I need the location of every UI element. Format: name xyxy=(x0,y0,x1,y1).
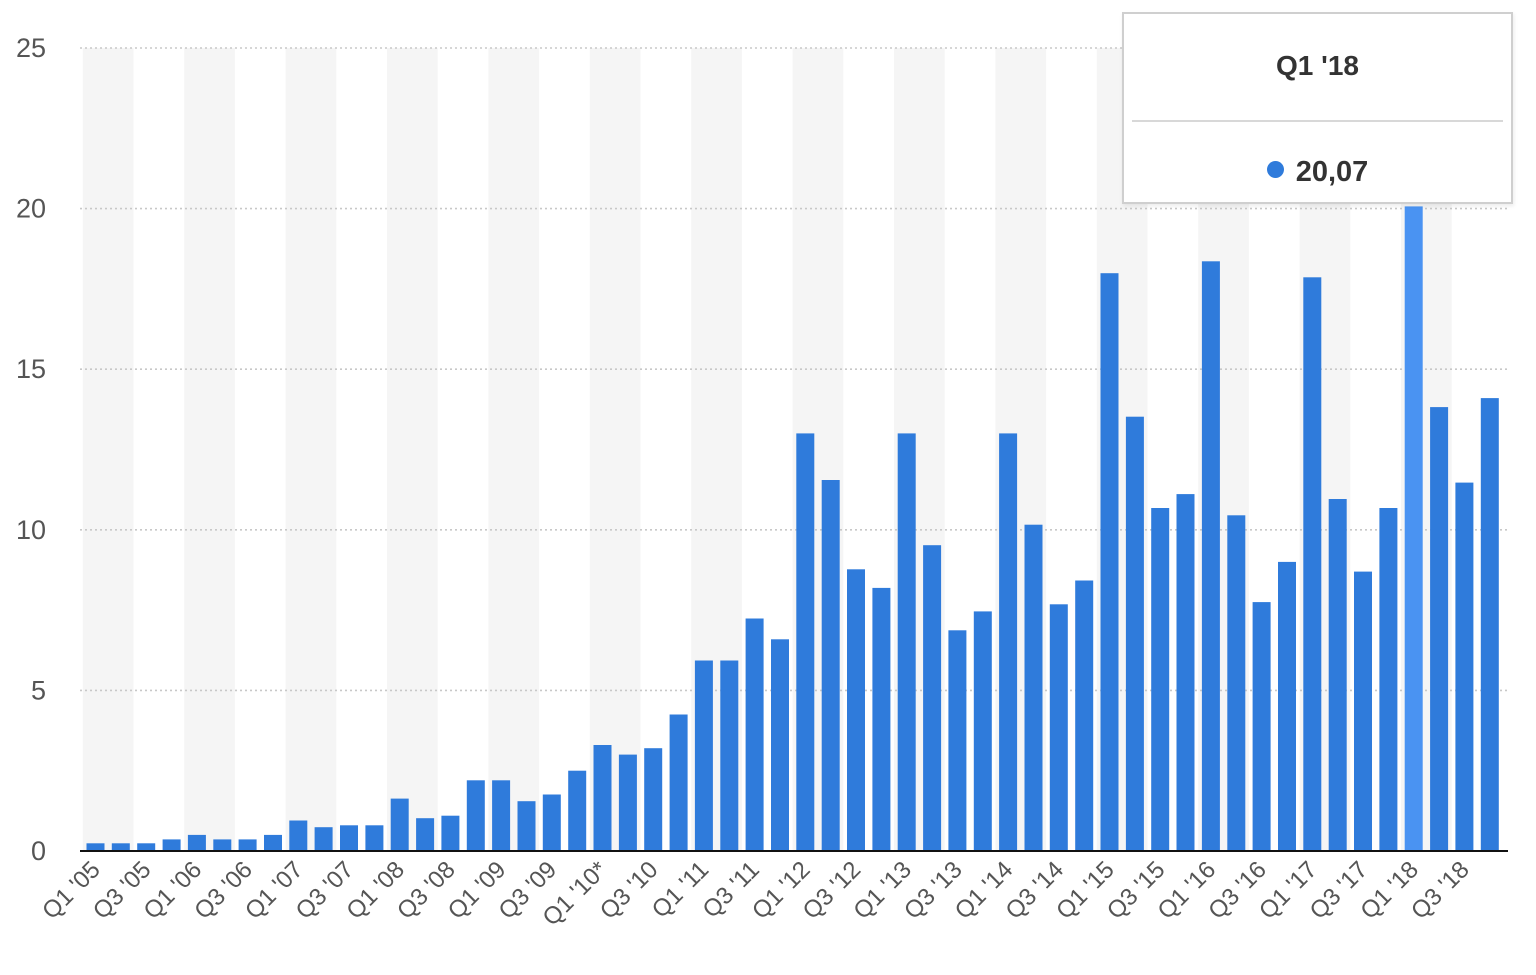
bar[interactable] xyxy=(238,839,257,851)
bar[interactable] xyxy=(1125,416,1144,851)
bar[interactable] xyxy=(568,770,587,851)
bar[interactable] xyxy=(492,780,511,851)
background-band xyxy=(285,48,337,851)
bar[interactable] xyxy=(365,825,384,851)
bar[interactable] xyxy=(720,660,739,852)
y-tick-label: 20 xyxy=(16,194,46,224)
bar[interactable] xyxy=(1075,580,1094,852)
bar[interactable] xyxy=(1480,398,1499,851)
bar[interactable] xyxy=(1278,561,1296,851)
bar[interactable] xyxy=(137,843,156,851)
y-tick-label: 10 xyxy=(16,515,46,545)
bar[interactable] xyxy=(821,480,840,851)
bar[interactable] xyxy=(416,818,435,851)
tooltip-title: Q1 '18 xyxy=(1276,50,1359,81)
bar[interactable] xyxy=(796,433,815,851)
bar[interactable] xyxy=(1455,482,1474,851)
bar[interactable] xyxy=(289,820,308,852)
bar[interactable] xyxy=(1227,515,1246,851)
background-band xyxy=(82,48,134,851)
bar[interactable] xyxy=(213,839,232,851)
bar[interactable] xyxy=(771,639,789,851)
y-axis-tick-labels: 0 5 10 15 20 25 xyxy=(16,33,46,866)
y-tick-label: 0 xyxy=(31,836,46,866)
bar[interactable] xyxy=(340,825,358,851)
x-tick-label: Q3 '18 xyxy=(1406,856,1475,925)
bar[interactable] xyxy=(897,433,916,851)
y-tick-label: 25 xyxy=(16,33,46,63)
x-tick-label: Q1 '11 xyxy=(647,856,714,923)
bar[interactable] xyxy=(669,714,688,852)
background-band xyxy=(589,48,641,851)
bar[interactable] xyxy=(542,794,561,852)
bar[interactable] xyxy=(1252,602,1271,851)
bar[interactable] xyxy=(1024,524,1043,851)
bar-series[interactable] xyxy=(86,206,1499,852)
bar[interactable] xyxy=(999,433,1018,851)
bar[interactable] xyxy=(872,587,891,851)
bar[interactable] xyxy=(1176,494,1195,851)
tooltip: Q1 '18 20,07 xyxy=(1122,12,1513,204)
bar[interactable] xyxy=(86,843,105,851)
bar[interactable] xyxy=(1049,604,1068,851)
bar[interactable] xyxy=(1328,499,1347,851)
bar[interactable] xyxy=(1201,261,1220,851)
bar[interactable] xyxy=(314,827,333,851)
bar[interactable] xyxy=(1404,206,1423,851)
bar[interactable] xyxy=(593,745,612,851)
bar[interactable] xyxy=(1151,508,1170,851)
bar[interactable] xyxy=(847,569,865,851)
bar[interactable] xyxy=(618,754,637,851)
y-tick-label: 5 xyxy=(31,675,46,705)
bar[interactable] xyxy=(111,843,130,851)
bar[interactable] xyxy=(1430,407,1449,851)
bar[interactable] xyxy=(264,834,282,851)
bar[interactable] xyxy=(1303,277,1322,851)
bar[interactable] xyxy=(517,801,536,851)
bar[interactable] xyxy=(1100,273,1119,851)
bar[interactable] xyxy=(644,748,663,851)
bar[interactable] xyxy=(694,660,713,852)
bar[interactable] xyxy=(441,815,460,851)
background-band xyxy=(488,48,540,851)
bar[interactable] xyxy=(1379,508,1398,851)
series-marker-icon xyxy=(1266,161,1284,178)
background-band xyxy=(184,48,235,851)
bar[interactable] xyxy=(390,798,409,851)
tooltip-value: 20,07 xyxy=(1295,156,1369,188)
bar[interactable] xyxy=(923,545,942,851)
tooltip-value-row: 20,07 xyxy=(1124,156,1511,189)
x-tick-label: Q3 '10 xyxy=(595,856,664,925)
tooltip-divider xyxy=(1132,120,1503,122)
bar[interactable] xyxy=(973,611,992,851)
bar[interactable] xyxy=(187,834,206,851)
background-band xyxy=(387,48,438,851)
bar[interactable] xyxy=(466,780,485,851)
bar[interactable] xyxy=(948,630,967,851)
bar[interactable] xyxy=(162,839,181,851)
bar[interactable] xyxy=(745,618,764,852)
y-tick-label: 15 xyxy=(16,354,46,384)
bar[interactable] xyxy=(1354,571,1372,851)
